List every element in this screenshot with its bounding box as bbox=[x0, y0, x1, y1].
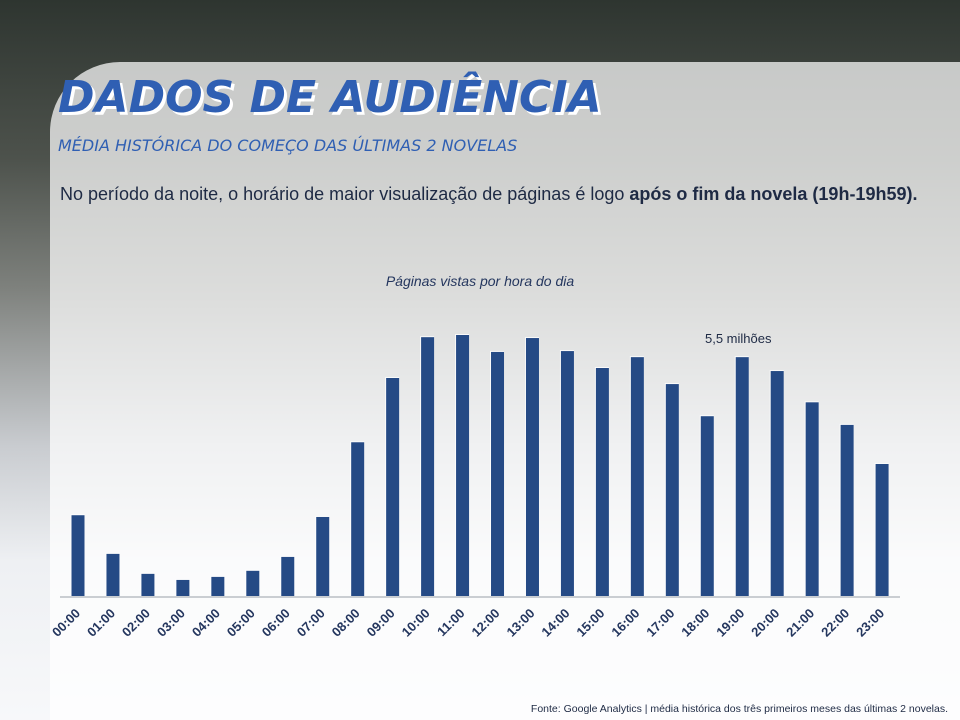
x-tick-label: 04:00 bbox=[189, 606, 223, 640]
x-tick-label: 08:00 bbox=[329, 606, 363, 640]
x-tick-label: 02:00 bbox=[119, 606, 153, 640]
bar bbox=[141, 573, 155, 596]
bar bbox=[525, 338, 539, 596]
title-shadow: DADOS DE AUDIÊNCIA bbox=[61, 73, 605, 126]
page-subtitle: MÉDIA HISTÓRICA DO COMEÇO DAS ÚLTIMAS 2 … bbox=[58, 136, 517, 155]
bar bbox=[595, 368, 609, 596]
bar bbox=[386, 377, 400, 596]
panel bbox=[50, 62, 960, 720]
bar bbox=[281, 556, 295, 596]
x-tick-label: 09:00 bbox=[364, 606, 398, 640]
bar bbox=[700, 416, 714, 596]
x-tick-label: 22:00 bbox=[818, 606, 852, 640]
bar bbox=[840, 424, 854, 596]
bar bbox=[456, 335, 470, 596]
bar bbox=[665, 384, 679, 596]
bar bbox=[176, 579, 190, 596]
x-tick-label: 20:00 bbox=[748, 606, 782, 640]
bar bbox=[316, 516, 330, 596]
bar bbox=[805, 402, 819, 596]
x-tick-label: 03:00 bbox=[154, 606, 188, 640]
bar bbox=[875, 463, 889, 596]
bar bbox=[211, 576, 225, 596]
x-tick-label: 10:00 bbox=[399, 606, 433, 640]
bar bbox=[71, 515, 85, 596]
x-tick-label: 13:00 bbox=[503, 606, 537, 640]
x-tick-label: 12:00 bbox=[469, 606, 503, 640]
x-tick-label: 21:00 bbox=[783, 606, 817, 640]
bar bbox=[106, 553, 120, 596]
bar bbox=[770, 371, 784, 596]
chart-title: Páginas vistas por hora do dia bbox=[386, 273, 575, 289]
x-tick-label: 06:00 bbox=[259, 606, 293, 640]
x-tick-label: 18:00 bbox=[678, 606, 712, 640]
bar bbox=[351, 442, 365, 596]
x-tick-label: 05:00 bbox=[224, 606, 258, 640]
x-tick-label: 17:00 bbox=[643, 606, 677, 640]
description-bold: após o fim da novela (19h-19h59). bbox=[629, 184, 917, 204]
x-tick-label: 00:00 bbox=[49, 606, 83, 640]
value-label: 5,5 milhões bbox=[705, 331, 772, 346]
x-tick-label: 23:00 bbox=[853, 606, 887, 640]
bar bbox=[735, 357, 749, 596]
x-tick-label: 15:00 bbox=[573, 606, 607, 640]
x-tick-label: 11:00 bbox=[434, 606, 468, 640]
x-tick-label: 14:00 bbox=[538, 606, 572, 640]
x-tick-label: 16:00 bbox=[608, 606, 642, 640]
description: No período da noite, o horário de maior … bbox=[60, 184, 917, 204]
bar bbox=[560, 351, 574, 596]
bar bbox=[630, 357, 644, 596]
bar bbox=[246, 570, 260, 596]
bar bbox=[421, 337, 435, 596]
x-tick-label: 01:00 bbox=[84, 606, 118, 640]
description-text: No período da noite, o horário de maior … bbox=[60, 184, 624, 204]
bar bbox=[491, 351, 505, 596]
page-title: DADOS DE AUDIÊNCIA bbox=[58, 70, 602, 123]
x-tick-label: 07:00 bbox=[294, 606, 328, 640]
x-tick-label: 19:00 bbox=[713, 606, 747, 640]
source: Fonte: Google Analytics | média históric… bbox=[531, 703, 948, 715]
